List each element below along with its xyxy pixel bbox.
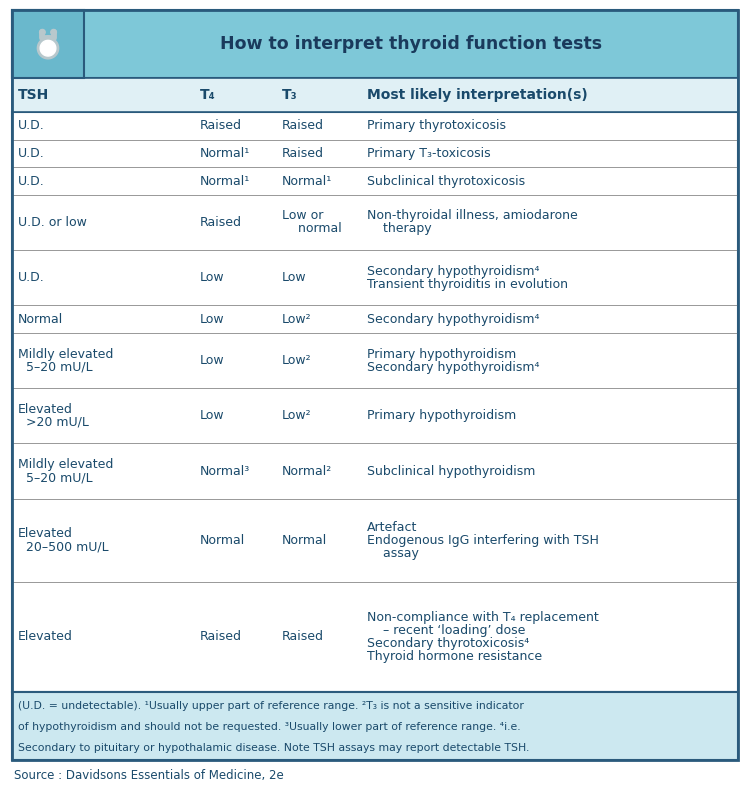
Text: Normal¹: Normal¹ <box>200 174 250 187</box>
Text: Elevated: Elevated <box>18 630 73 643</box>
Polygon shape <box>38 38 58 59</box>
Text: 5–20 mU/L: 5–20 mU/L <box>18 361 93 374</box>
Text: Most likely interpretation(s): Most likely interpretation(s) <box>367 88 588 102</box>
Text: Secondary to pituitary or hypothalamic disease. Note TSH assays may report detec: Secondary to pituitary or hypothalamic d… <box>18 742 530 753</box>
Text: U.D.: U.D. <box>18 147 45 160</box>
Text: Normal: Normal <box>18 313 63 326</box>
Text: Low: Low <box>200 313 225 326</box>
Text: Mildly elevated: Mildly elevated <box>18 347 113 361</box>
Bar <box>12 692 738 760</box>
Text: Transient thyroiditis in evolution: Transient thyroiditis in evolution <box>367 278 568 290</box>
Text: Non-thyroidal illness, amiodarone: Non-thyroidal illness, amiodarone <box>367 210 578 222</box>
Text: Elevated: Elevated <box>18 403 73 416</box>
Text: Non-compliance with T₄ replacement: Non-compliance with T₄ replacement <box>367 610 598 624</box>
Text: Primary thyrotoxicosis: Primary thyrotoxicosis <box>367 119 506 132</box>
Text: T₄: T₄ <box>200 88 216 102</box>
Text: Primary hypothyroidism: Primary hypothyroidism <box>367 410 516 422</box>
Text: Low: Low <box>200 354 225 367</box>
Text: Mildly elevated: Mildly elevated <box>18 458 113 471</box>
Text: Low²: Low² <box>282 410 312 422</box>
Text: Low²: Low² <box>282 313 312 326</box>
Text: Raised: Raised <box>282 147 324 160</box>
Text: Low: Low <box>282 271 307 284</box>
Text: Low: Low <box>200 271 225 284</box>
Bar <box>12 10 738 78</box>
Text: Low²: Low² <box>282 354 312 367</box>
Text: U.D.: U.D. <box>18 271 45 284</box>
Text: Raised: Raised <box>200 216 242 229</box>
Text: Secondary hypothyroidism⁴: Secondary hypothyroidism⁴ <box>367 361 539 374</box>
Text: >20 mU/L: >20 mU/L <box>18 416 88 429</box>
Text: Elevated: Elevated <box>18 527 73 540</box>
Text: Thyroid hormone resistance: Thyroid hormone resistance <box>367 650 542 662</box>
Bar <box>12 10 84 78</box>
Text: How to interpret thyroid function tests: How to interpret thyroid function tests <box>220 35 602 53</box>
Text: Secondary hypothyroidism⁴: Secondary hypothyroidism⁴ <box>367 313 539 326</box>
Text: Secondary thyrotoxicosis⁴: Secondary thyrotoxicosis⁴ <box>367 637 530 650</box>
Text: Normal¹: Normal¹ <box>282 174 332 187</box>
Text: TSH: TSH <box>18 88 50 102</box>
Text: Primary hypothyroidism: Primary hypothyroidism <box>367 347 516 361</box>
Text: – recent ‘loading’ dose: – recent ‘loading’ dose <box>367 624 525 637</box>
Text: Primary T₃-toxicosis: Primary T₃-toxicosis <box>367 147 490 160</box>
Text: Normal: Normal <box>282 534 327 546</box>
Circle shape <box>40 30 45 35</box>
Text: Subclinical thyrotoxicosis: Subclinical thyrotoxicosis <box>367 174 525 187</box>
Text: Normal²: Normal² <box>282 465 332 478</box>
Text: Raised: Raised <box>282 119 324 132</box>
Text: Raised: Raised <box>200 119 242 132</box>
Text: Artefact: Artefact <box>367 521 417 534</box>
Text: Normal: Normal <box>200 534 245 546</box>
Polygon shape <box>40 40 56 56</box>
Text: 20–500 mU/L: 20–500 mU/L <box>18 540 109 553</box>
Text: Low: Low <box>200 410 225 422</box>
Text: Subclinical hypothyroidism: Subclinical hypothyroidism <box>367 465 536 478</box>
Text: Raised: Raised <box>282 630 324 643</box>
Text: 5–20 mU/L: 5–20 mU/L <box>18 471 93 484</box>
Bar <box>12 78 738 112</box>
Text: assay: assay <box>367 546 419 559</box>
Text: Normal³: Normal³ <box>200 465 250 478</box>
Text: (U.D. = undetectable). ¹Usually upper part of reference range. ²T₃ is not a sens: (U.D. = undetectable). ¹Usually upper pa… <box>18 702 524 711</box>
Text: Endogenous IgG interfering with TSH: Endogenous IgG interfering with TSH <box>367 534 598 546</box>
Text: U.D.: U.D. <box>18 119 45 132</box>
Text: Source : Davidsons Essentials of Medicine, 2e: Source : Davidsons Essentials of Medicin… <box>14 769 284 782</box>
Text: normal: normal <box>282 222 342 235</box>
Text: Secondary hypothyroidism⁴: Secondary hypothyroidism⁴ <box>367 265 539 278</box>
Text: U.D.: U.D. <box>18 174 45 187</box>
Circle shape <box>51 30 56 35</box>
Bar <box>12 112 738 692</box>
Text: T₃: T₃ <box>282 88 298 102</box>
Text: of hypothyroidism and should not be requested. ³Usually lower part of reference : of hypothyroidism and should not be requ… <box>18 722 520 732</box>
Text: Low or: Low or <box>282 210 323 222</box>
Text: Normal¹: Normal¹ <box>200 147 250 160</box>
Text: therapy: therapy <box>367 222 432 235</box>
Text: Raised: Raised <box>200 630 242 643</box>
Text: U.D. or low: U.D. or low <box>18 216 87 229</box>
